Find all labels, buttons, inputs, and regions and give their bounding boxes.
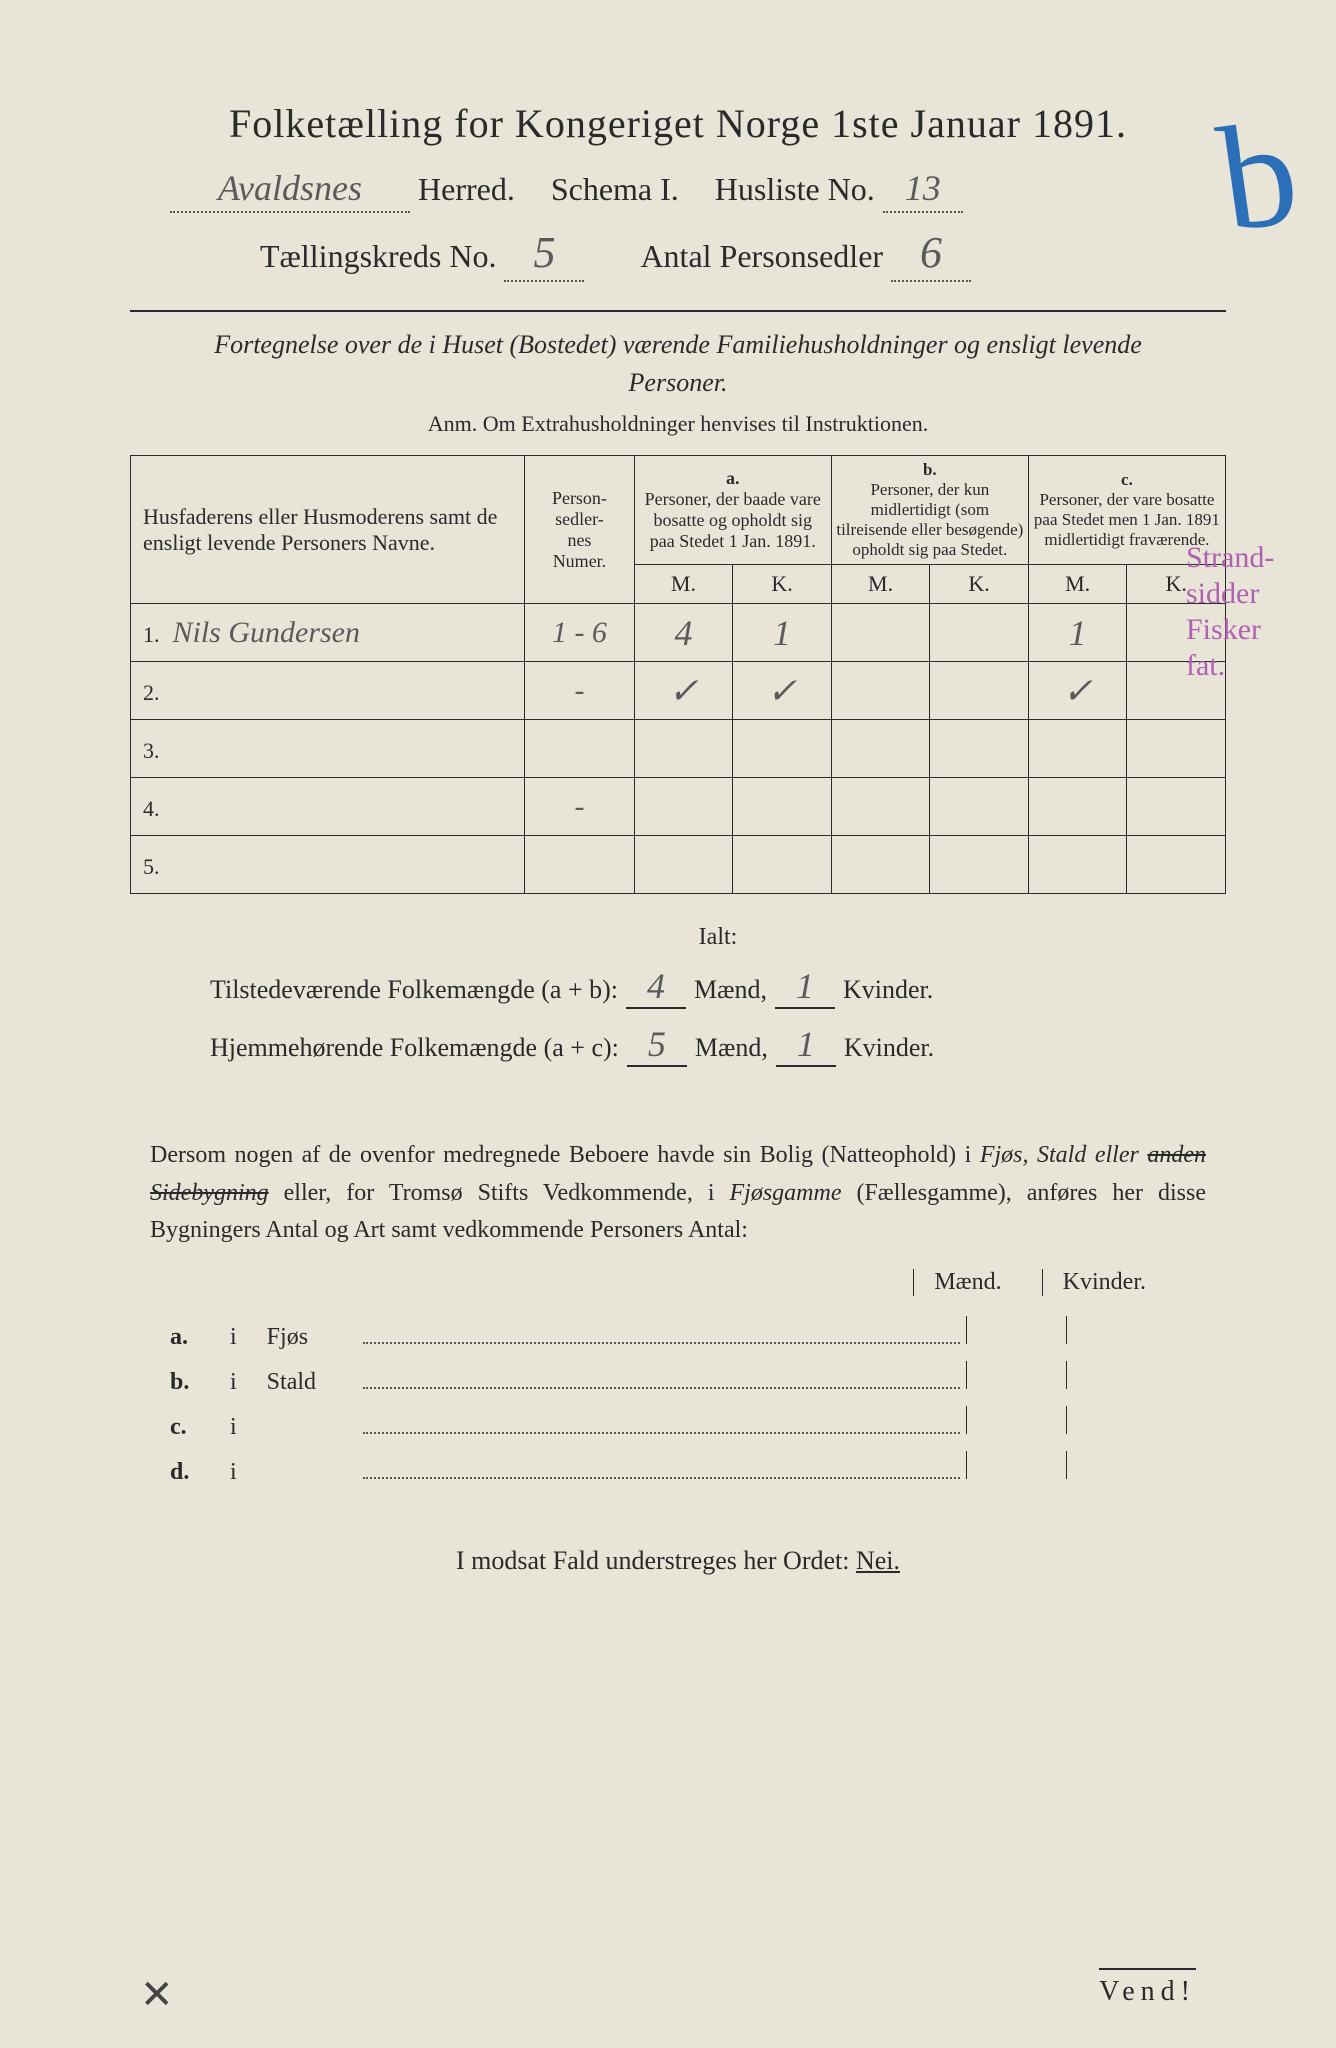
vend-footer: Vend! (1099, 1968, 1196, 2008)
col-a: a. Personer, der baade vare bosatte og o… (634, 456, 831, 565)
table-row: 1. Nils Gundersen1 - 6411 (131, 604, 1226, 662)
col-name: Husfaderens eller Husmoderens samt de en… (131, 456, 525, 604)
table-row: 5. (131, 836, 1226, 894)
husliste-label: Husliste No. (715, 171, 875, 208)
nei: Nei. (856, 1546, 900, 1575)
bottom-mark: ✕ (140, 1971, 174, 2018)
census-table: Husfaderens eller Husmoderens samt de en… (130, 455, 1226, 894)
col-b-k: K. (930, 565, 1029, 604)
resident-m: 5 (627, 1023, 687, 1067)
personsedler-value: 6 (891, 227, 971, 282)
outbuildings: a.iFjøs b.iStald c.i d.i (170, 1316, 1186, 1486)
schema-label: Schema I. (551, 171, 679, 208)
form-subtitle: Fortegnelse over de i Huset (Bostedet) v… (190, 326, 1166, 401)
modsat-line: I modsat Fald understreges her Ordet: Ne… (130, 1546, 1226, 1576)
header-line-1: Avaldsnes Herred. Schema I. Husliste No.… (130, 167, 1226, 213)
outbuilding-paragraph: Dersom nogen af de ovenfor medregnede Be… (150, 1137, 1206, 1249)
personsedler-label: Antal Personsedler (640, 238, 883, 275)
anm-note: Anm. Om Extrahusholdninger henvises til … (130, 411, 1226, 437)
col-a-k: K. (733, 565, 832, 604)
separator (130, 310, 1226, 312)
herred-label: Herred. (418, 171, 515, 208)
maend-col: Mænd. (913, 1269, 1001, 1296)
totals-resident: Hjemmehørende Folkemængde (a + c): 5 Mæn… (210, 1023, 1226, 1067)
totals-present: Tilstedeværende Folkemængde (a + b): 4 M… (210, 965, 1226, 1009)
outbuilding-row: c.i (170, 1406, 1186, 1441)
census-title: Folketælling for Kongeriget Norge 1ste J… (130, 100, 1226, 147)
col-num: Person- sedler- nes Numer. (525, 456, 635, 604)
col-b: b. Personer, der kun midlertidigt (som t… (831, 456, 1028, 565)
header-line-2: Tællingskreds No. 5 Antal Personsedler 6 (130, 227, 1226, 282)
outbuilding-row: d.i (170, 1451, 1186, 1486)
herred-value: Avaldsnes (170, 167, 410, 213)
col-c-m: M. (1028, 565, 1127, 604)
ialt-title: Ialt: (210, 924, 1226, 951)
husliste-value: 13 (883, 167, 963, 213)
mk-header: Mænd. Kvinder. (130, 1269, 1226, 1296)
col-b-m: M. (831, 565, 930, 604)
table-row: 3. (131, 720, 1226, 778)
present-m: 4 (626, 965, 686, 1009)
table-row: 4. - (131, 778, 1226, 836)
resident-k: 1 (776, 1023, 836, 1067)
kreds-label: Tællingskreds No. (260, 238, 496, 275)
present-k: 1 (775, 965, 835, 1009)
outbuilding-row: a.iFjøs (170, 1316, 1186, 1351)
kreds-value: 5 (504, 227, 584, 282)
margin-annotation: Strand- sidder Fisker fat. (1186, 540, 1326, 684)
outbuilding-row: b.iStald (170, 1361, 1186, 1396)
table-row: 2. -✓✓✓ (131, 662, 1226, 720)
kvinder-col: Kvinder. (1042, 1269, 1146, 1296)
totals-block: Ialt: Tilstedeværende Folkemængde (a + b… (130, 924, 1226, 1067)
col-a-m: M. (634, 565, 733, 604)
